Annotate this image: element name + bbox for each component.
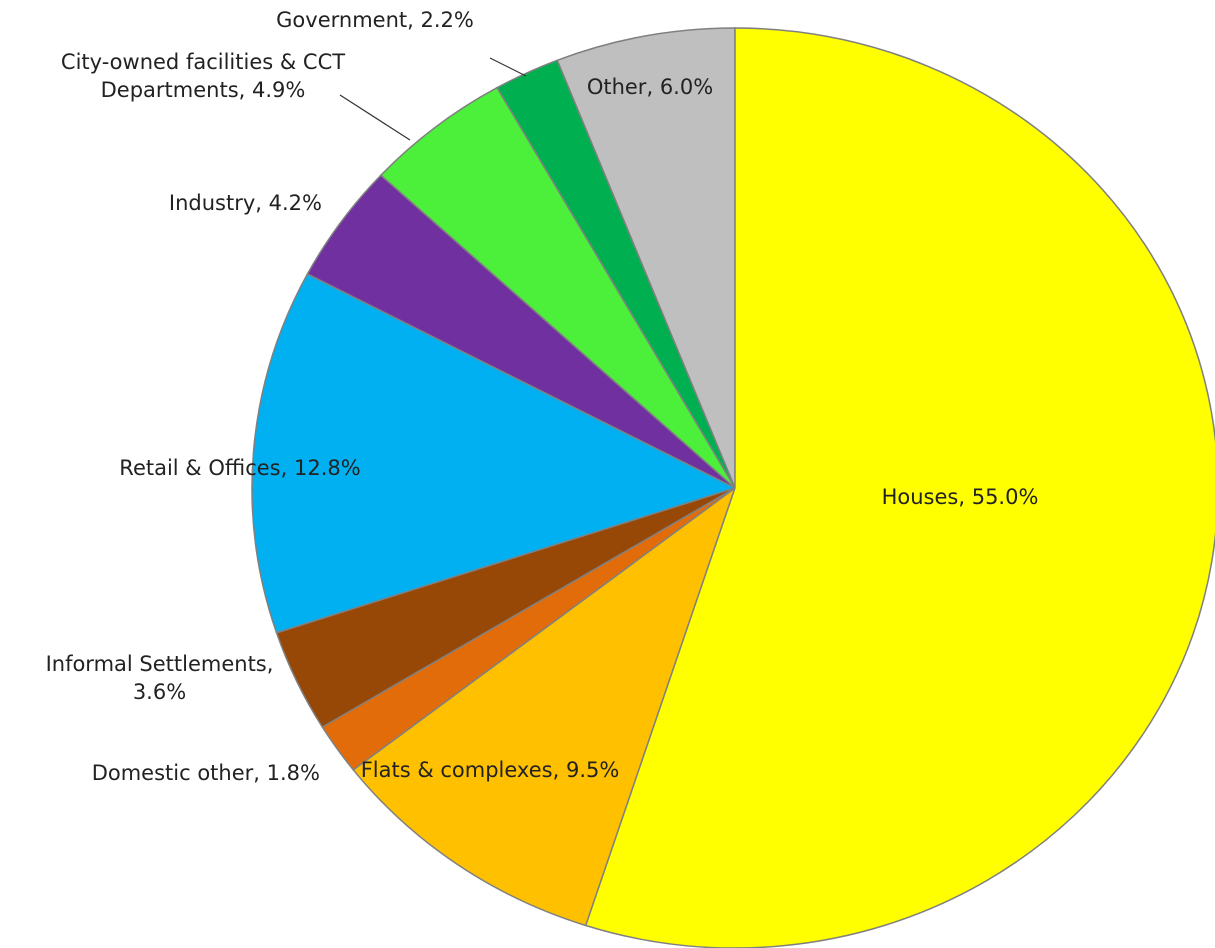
- value-label: 9.5%: [565, 758, 620, 782]
- category-label: Government,: [276, 8, 414, 32]
- pie-slice: [556, 27, 736, 489]
- leader-line: [339, 94, 411, 141]
- slice-label: Domestic other, 1.8%: [20, 759, 320, 787]
- category-label: Industry,: [168, 191, 262, 215]
- value-label: 4.2%: [268, 191, 322, 215]
- slice-label: Flats & complexes, 9.5%: [360, 756, 620, 784]
- slice-label: Retail & Offices, 12.8%: [60, 454, 420, 482]
- value-label: 4.9%: [252, 78, 306, 102]
- slice-label: Industry, 4.2%: [20, 189, 322, 217]
- slice-label: Houses, 55.0%: [810, 483, 1110, 511]
- value-label: 2.2%: [420, 8, 474, 32]
- slice-label: Government, 2.2%: [225, 6, 525, 34]
- leader-line: [489, 57, 527, 77]
- value-label: 3.6%: [132, 680, 187, 704]
- category-label: Houses,: [881, 485, 966, 509]
- value-label: 55.0%: [971, 485, 1039, 509]
- pie-slice: [379, 86, 736, 489]
- pie-slice: [251, 273, 737, 634]
- category-label: City-owned facilities & CCT Departments,: [60, 50, 346, 102]
- category-label: Flats & complexes,: [360, 758, 560, 782]
- pie-slice: [584, 27, 1215, 948]
- category-label: Other,: [586, 75, 654, 99]
- category-label: Informal Settlements,: [45, 652, 274, 676]
- category-label: Domestic other,: [91, 761, 260, 785]
- value-label: 6.0%: [659, 75, 714, 99]
- value-label: 12.8%: [293, 456, 361, 480]
- value-label: 1.8%: [266, 761, 320, 785]
- pie-slice: [352, 485, 737, 927]
- slice-label: Informal Settlements, 3.6%: [32, 650, 287, 706]
- slice-label: City-owned facilities & CCT Departments,…: [7, 48, 399, 104]
- slice-label: Other, 6.0%: [560, 73, 740, 101]
- category-label: Retail & Offices,: [119, 456, 288, 480]
